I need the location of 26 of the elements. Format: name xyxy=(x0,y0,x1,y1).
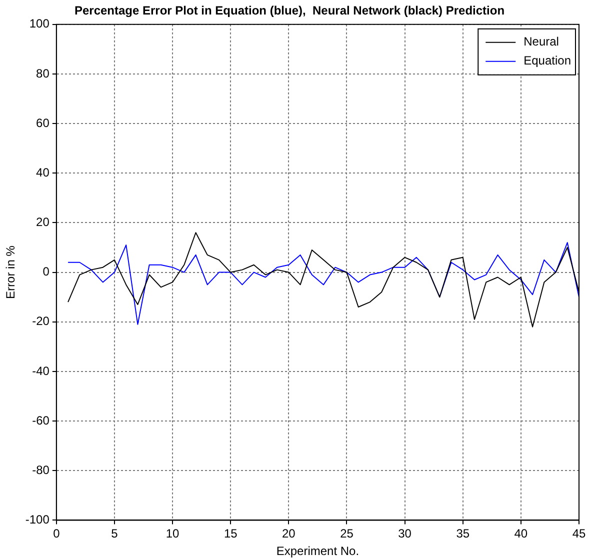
y-tick-label: -20 xyxy=(32,314,50,328)
y-tick-label: 60 xyxy=(36,116,50,130)
y-tick-label: -60 xyxy=(32,413,50,428)
chart-title: Percentage Error Plot in Equation (blue), Neural Network (black) Prediction xyxy=(74,4,505,18)
y-tick-label: 100 xyxy=(29,16,50,31)
y-axis-title: Error in % xyxy=(4,245,18,299)
x-tick-label: 0 xyxy=(53,526,60,541)
x-tick-label: 25 xyxy=(340,526,354,541)
x-tick-label: 30 xyxy=(398,526,412,541)
x-tick-label: 15 xyxy=(224,526,238,541)
x-tick-label: 45 xyxy=(572,526,586,541)
x-tick-label: 10 xyxy=(166,526,180,541)
x-axis-title: Experiment No. xyxy=(276,544,360,558)
y-tick-label: 40 xyxy=(36,165,50,180)
y-tick-label: 80 xyxy=(36,66,50,80)
y-tick-label: 20 xyxy=(36,215,50,230)
x-tick-label: 20 xyxy=(282,526,296,541)
y-tick-label: -80 xyxy=(32,462,50,477)
legend-label: Equation xyxy=(524,54,571,68)
legend-label: Neural xyxy=(524,34,559,49)
y-tick-label: -40 xyxy=(32,364,50,378)
x-tick-label: 5 xyxy=(111,526,118,541)
x-tick-label: 40 xyxy=(514,526,528,541)
x-tick-label: 35 xyxy=(456,526,470,541)
y-tick-label: -100 xyxy=(25,512,50,527)
y-tick-label: 0 xyxy=(42,264,50,279)
